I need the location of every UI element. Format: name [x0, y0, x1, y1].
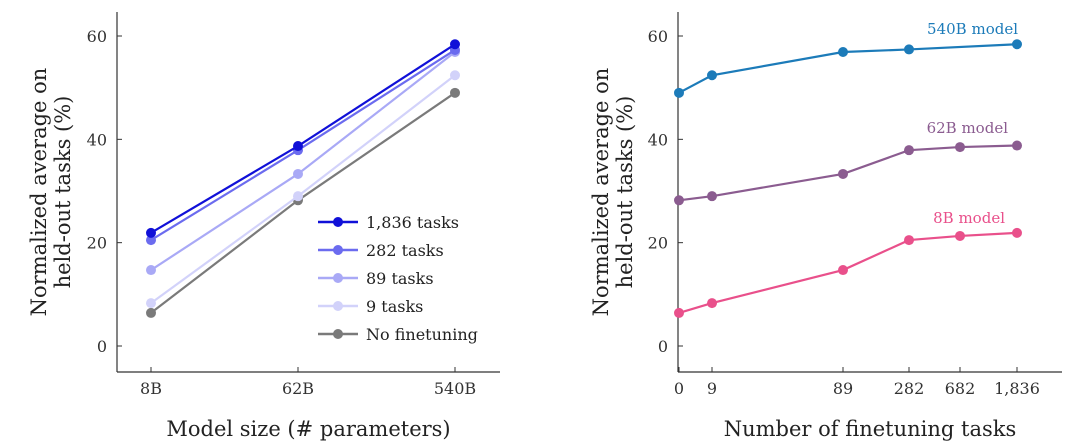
x-tick-label: 8B	[140, 379, 162, 398]
x-tick-label: 1,836	[994, 379, 1040, 398]
data-point	[450, 39, 460, 50]
right-chart-finetuning-tasks: 0 20 40 60 0 9 89 282 682 1,836 Number of finetuni…	[589, 12, 1062, 441]
x-tick-label: 0	[674, 379, 684, 398]
data-point	[904, 44, 914, 55]
series-label: 540B model	[927, 20, 1018, 38]
data-point	[838, 47, 848, 58]
legend-item: 1,836 tasks	[318, 213, 459, 232]
data-point	[904, 235, 914, 246]
legend-label: No finetuning	[366, 325, 478, 344]
series-label: 62B model	[927, 119, 1009, 137]
data-point	[293, 141, 303, 152]
data-point	[707, 70, 717, 81]
y-tick-label: 40	[87, 130, 107, 149]
x-axis-label: Number of finetuning tasks	[724, 417, 1017, 441]
y-tick-label: 0	[658, 337, 668, 356]
series-line	[678, 231, 1018, 314]
data-point	[674, 195, 684, 206]
data-point	[146, 265, 156, 276]
x-tick-label: 9	[707, 379, 717, 398]
series-line	[678, 43, 1018, 94]
legend-marker	[333, 273, 343, 283]
x-tick-label: 89	[833, 379, 853, 398]
series-line	[150, 43, 456, 234]
legend-item: No finetuning	[318, 325, 478, 344]
data-point	[450, 87, 460, 98]
series-label: 8B model	[933, 209, 1005, 227]
legend-label: 1,836 tasks	[366, 213, 459, 232]
y-tick-label: 60	[648, 27, 668, 46]
y-axis-label: Normalized average on	[589, 68, 613, 317]
legend-item: 9 tasks	[318, 297, 423, 316]
data-point	[146, 298, 156, 309]
legend-marker	[333, 217, 343, 227]
series-line	[150, 49, 456, 242]
data-point	[1012, 140, 1022, 151]
data-point	[1012, 227, 1022, 238]
x-tick-label: 682	[945, 379, 976, 398]
data-point	[674, 307, 684, 318]
x-tick-label: 540B	[434, 379, 476, 398]
data-point	[838, 265, 848, 276]
legend-label: 282 tasks	[366, 241, 444, 260]
legend-marker	[333, 329, 343, 339]
legend-marker	[333, 245, 343, 255]
data-point	[838, 168, 848, 179]
legend-marker	[333, 301, 343, 311]
y-tick-label: 40	[648, 130, 668, 149]
data-point	[955, 230, 965, 241]
left-chart-model-size: 0 20 40 60 8B 62B 540B Model size (# parameters…	[27, 12, 500, 441]
x-tick-label: 62B	[282, 379, 314, 398]
y-tick-label: 0	[97, 337, 107, 356]
data-point	[450, 70, 460, 81]
data-point	[146, 227, 156, 238]
series-line	[678, 144, 1018, 202]
y-axis-label: held-out tasks (%)	[51, 96, 75, 289]
legend-item: 89 tasks	[318, 269, 434, 288]
series-line	[150, 51, 456, 271]
data-point	[707, 298, 717, 309]
legend-item: 282 tasks	[318, 241, 444, 260]
y-tick-label: 60	[87, 27, 107, 46]
y-axis-label: held-out tasks (%)	[613, 96, 637, 289]
y-tick-label: 20	[87, 234, 107, 253]
x-tick-label: 282	[894, 379, 925, 398]
data-point	[146, 235, 156, 246]
data-point	[293, 191, 303, 202]
data-point	[707, 191, 717, 202]
data-point	[955, 142, 965, 153]
legend-label: 89 tasks	[366, 269, 434, 288]
x-axis-label: Model size (# parameters)	[166, 417, 450, 441]
data-point	[1012, 39, 1022, 50]
y-axis-label: Normalized average on	[27, 68, 51, 317]
data-point	[293, 168, 303, 179]
legend-label: 9 tasks	[366, 297, 423, 316]
data-point	[146, 307, 156, 318]
data-point	[904, 145, 914, 156]
y-tick-label: 20	[648, 234, 668, 253]
data-point	[674, 87, 684, 98]
